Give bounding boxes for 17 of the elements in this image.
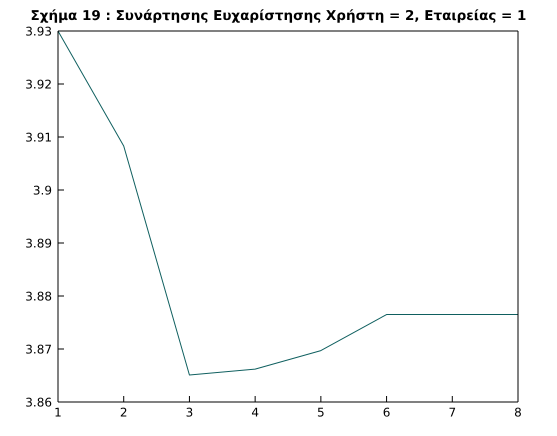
y-tick-label: 3.87 [25,342,52,356]
x-tick-label: 3 [186,406,194,420]
chart-title: Σχήμα 19 : Συνάρτησης Ευχαρίστησης Χρήστη = 2, Εταιρείας = 1 [30,8,528,24]
x-tick-label: 6 [382,406,390,420]
x-tick-label: 5 [317,406,325,420]
y-tick-label: 3.92 [25,77,52,92]
y-tick-label: 3.86 [25,395,52,410]
x-tick-label: 1 [54,406,62,420]
x-tick-label: 8 [514,406,522,420]
x-tick-label: 7 [448,406,456,420]
y-tick-label: 3.9 [32,183,52,198]
y-tick-label: 3.91 [25,130,52,144]
y-tick-label: 3.93 [25,24,52,38]
y-tick-label: 3.89 [25,236,52,250]
x-tick-label: 2 [120,406,128,420]
x-tick-label: 4 [251,406,259,420]
y-tick-label: 3.88 [25,289,52,304]
